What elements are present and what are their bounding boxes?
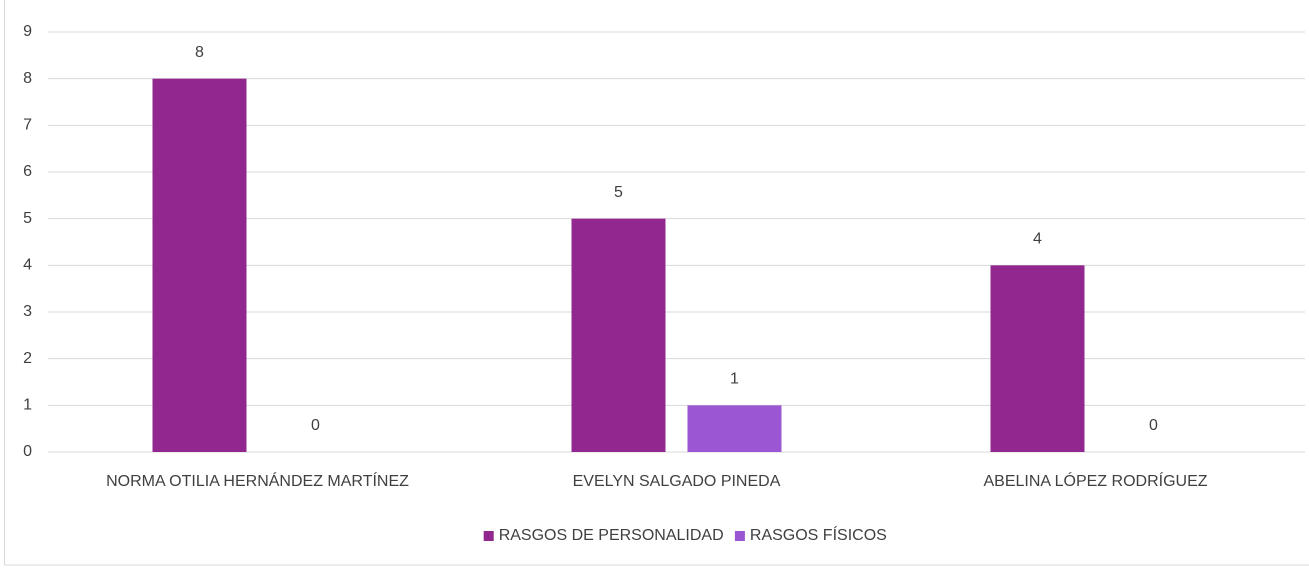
data-label: 5 (614, 184, 623, 201)
x-tick-label: EVELYN SALGADO PINEDA (573, 473, 781, 490)
data-label: 0 (311, 417, 320, 434)
data-label: 0 (1149, 417, 1158, 434)
legend-swatch (735, 531, 745, 541)
data-label: 8 (195, 44, 204, 61)
y-tick-label: 0 (23, 443, 32, 460)
legend-swatch (484, 531, 494, 541)
x-tick-label: NORMA OTILIA HERNÁNDEZ MARTÍNEZ (106, 471, 409, 490)
y-tick-label: 5 (23, 210, 32, 227)
y-tick-label: 3 (23, 303, 32, 320)
bar (991, 265, 1085, 452)
y-tick-label: 1 (23, 397, 32, 414)
y-tick-label: 4 (23, 257, 32, 274)
data-label: 1 (730, 371, 739, 388)
bar (572, 219, 666, 452)
y-tick-label: 6 (23, 163, 32, 180)
y-tick-label: 7 (23, 117, 32, 134)
bar (153, 79, 247, 452)
y-tick-label: 2 (23, 350, 32, 367)
legend-label: RASGOS FÍSICOS (750, 525, 887, 544)
y-tick-label: 9 (23, 23, 32, 40)
y-tick-label: 8 (23, 70, 32, 87)
data-label: 4 (1033, 231, 1042, 248)
x-tick-label: ABELINA LÓPEZ RODRÍGUEZ (983, 471, 1207, 490)
bar (688, 405, 782, 452)
legend-label: RASGOS DE PERSONALIDAD (499, 527, 724, 544)
